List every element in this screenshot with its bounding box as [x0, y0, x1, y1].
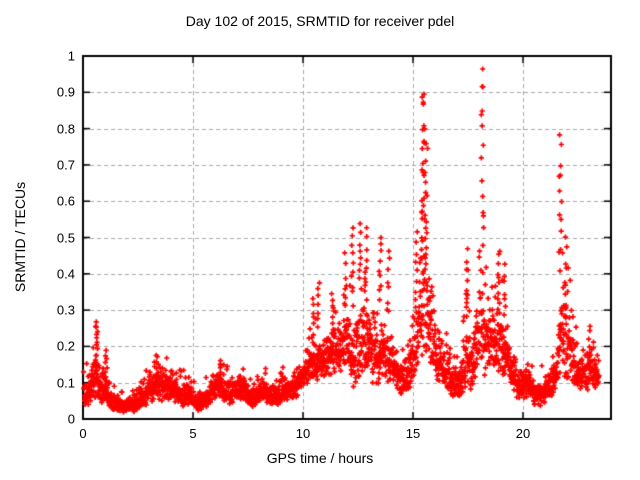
- y-tick-label: 0.8: [56, 121, 75, 137]
- x-tick-label: 5: [189, 426, 197, 441]
- y-tick-label: 0.9: [56, 84, 75, 100]
- x-axis-label: GPS time / hours: [266, 450, 374, 466]
- y-tick-label: 0.7: [56, 157, 75, 173]
- y-tick-label: 0: [67, 411, 75, 427]
- y-tick-label: 0.1: [56, 375, 75, 391]
- y-tick-label: 0.3: [56, 302, 75, 318]
- y-tick-label: 0.6: [56, 193, 75, 209]
- y-tick-label: 0.5: [56, 230, 75, 245]
- y-axis-label: SRMTID / TECUs: [12, 181, 28, 293]
- y-tick-label: 1: [67, 48, 75, 64]
- x-tick-label: 10: [295, 426, 311, 441]
- y-tick-label: 0.4: [56, 266, 75, 282]
- x-tick-label: 15: [405, 426, 421, 441]
- y-tick-label: 0.2: [56, 338, 75, 354]
- x-tick-label: 20: [515, 426, 531, 441]
- x-tick-label: 0: [79, 426, 87, 441]
- chart-title: Day 102 of 2015, SRMTID for receiver pde…: [185, 13, 455, 29]
